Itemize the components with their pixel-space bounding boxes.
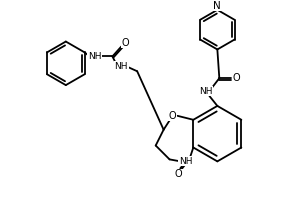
Text: NH: NH [88, 52, 101, 61]
Text: O: O [122, 38, 129, 48]
Text: NH: NH [115, 62, 128, 71]
Text: N: N [214, 1, 221, 11]
Text: NH: NH [199, 87, 212, 96]
Text: O: O [232, 73, 240, 83]
Text: NH: NH [179, 157, 192, 166]
Text: O: O [169, 111, 176, 121]
Text: O: O [175, 169, 182, 179]
